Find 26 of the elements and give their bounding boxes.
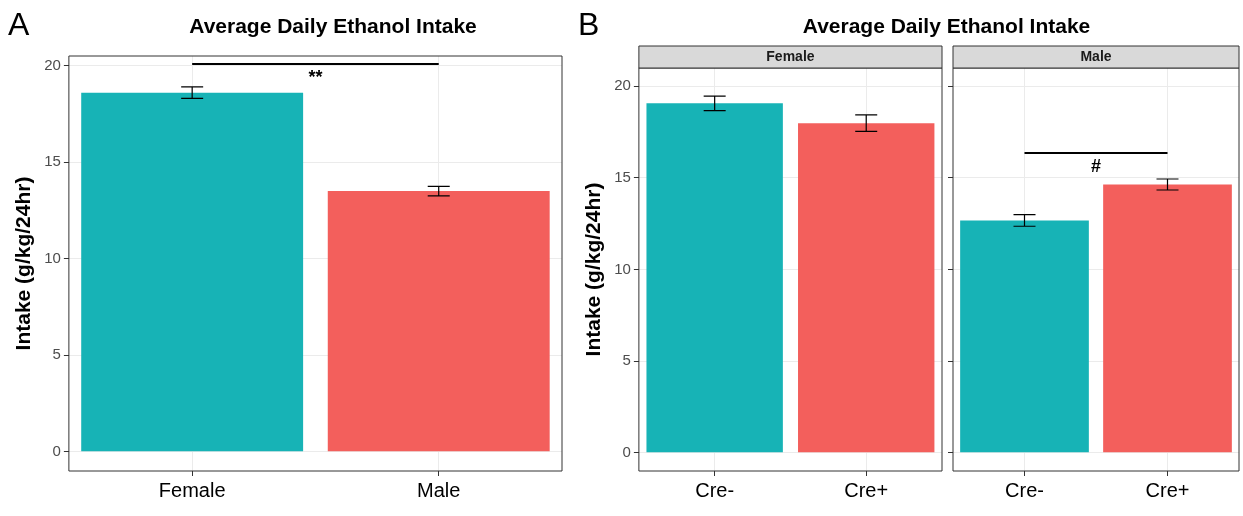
x-tick-label: Female — [158, 478, 226, 501]
chart-subtitle: Male — [1080, 47, 1112, 64]
x-tick-label: Cre- — [695, 478, 735, 501]
y-tick-label: 15 — [614, 168, 631, 186]
y-axis-title: Intake (g/kg/24hr) — [11, 176, 35, 351]
text: A — [8, 6, 30, 43]
annotation: ** — [308, 66, 323, 87]
y-tick-label: 20 — [614, 76, 631, 94]
x-tick-label: Male — [417, 478, 461, 501]
text: B — [578, 6, 600, 43]
chart-title: Average Daily Ethanol Intake — [802, 14, 1091, 37]
x-tick-label: Cre+ — [1145, 478, 1190, 501]
y-tick-label: 5 — [622, 351, 631, 369]
x-tick-label: Cre- — [1005, 478, 1044, 501]
y-tick-label: 20 — [44, 55, 61, 73]
annotation: # — [1090, 155, 1102, 176]
y-tick-label: 15 — [44, 152, 61, 170]
y-tick-label: 5 — [52, 345, 61, 363]
y-tick-label: 0 — [622, 442, 631, 460]
chart-subtitle: Female — [766, 47, 815, 64]
y-tick-label: 0 — [52, 441, 61, 459]
x-tick-label: Cre+ — [844, 478, 889, 501]
y-tick-label: 10 — [44, 248, 61, 266]
chart-title: Average Daily Ethanol Intake — [189, 14, 477, 37]
y-axis-title: Intake (g/kg/24hr) — [581, 182, 605, 357]
y-tick-label: 10 — [614, 259, 631, 277]
